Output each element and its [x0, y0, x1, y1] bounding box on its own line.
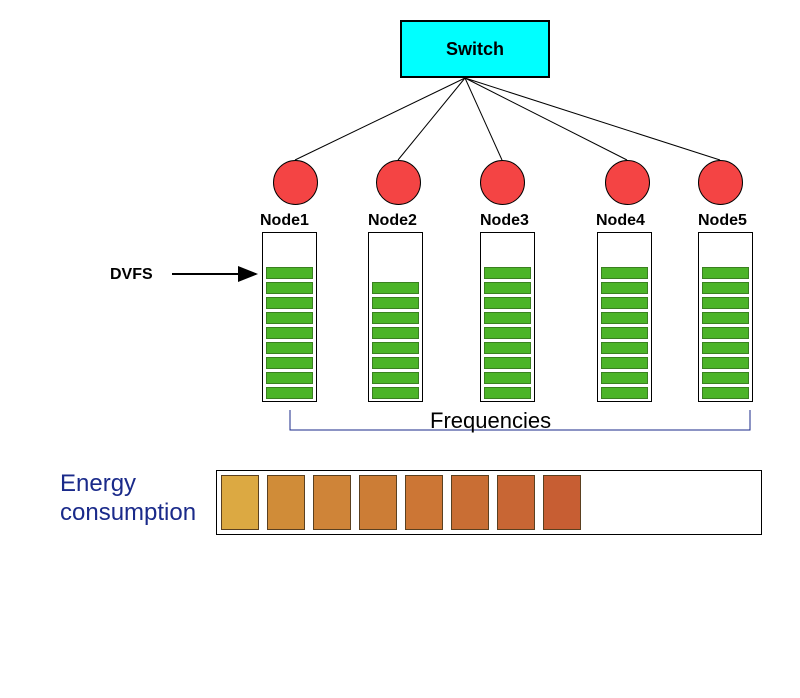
energy-bar	[267, 475, 305, 530]
frequency-stack	[597, 232, 652, 402]
energy-bar	[543, 475, 581, 530]
frequency-bar	[702, 267, 749, 279]
energy-bar	[313, 475, 351, 530]
energy-bar	[451, 475, 489, 530]
energy-bar	[359, 475, 397, 530]
frequency-bar	[601, 357, 648, 369]
frequency-stack	[698, 232, 753, 402]
frequency-stack	[480, 232, 535, 402]
frequency-bar	[484, 282, 531, 294]
frequency-bar	[372, 312, 419, 324]
frequency-bar	[372, 327, 419, 339]
frequency-stack	[262, 232, 317, 402]
frequency-bar	[484, 267, 531, 279]
switch-box: Switch	[400, 20, 550, 78]
frequency-bar	[484, 342, 531, 354]
frequency-bar	[601, 297, 648, 309]
frequency-bar	[702, 297, 749, 309]
frequency-bar	[601, 342, 648, 354]
frequency-bar	[702, 282, 749, 294]
energy-bar	[221, 475, 259, 530]
frequency-bar	[702, 357, 749, 369]
node-label: Node2	[368, 212, 417, 230]
node-circle	[605, 160, 650, 205]
frequency-bar	[702, 387, 749, 399]
node-label: Node3	[480, 212, 529, 230]
energy-consumption-label: Energyconsumption	[60, 470, 196, 528]
node-circle	[698, 160, 743, 205]
frequency-bar	[266, 342, 313, 354]
frequency-bar	[601, 372, 648, 384]
node-label: Node1	[260, 212, 309, 230]
node-circle	[273, 160, 318, 205]
frequency-bar	[372, 342, 419, 354]
node-circle	[376, 160, 421, 205]
frequency-bar	[484, 357, 531, 369]
energy-bar	[405, 475, 443, 530]
frequency-bar	[372, 357, 419, 369]
frequency-bar	[484, 297, 531, 309]
frequency-bar	[372, 372, 419, 384]
frequency-bar	[266, 327, 313, 339]
frequency-bar	[372, 387, 419, 399]
frequency-bar	[266, 282, 313, 294]
frequency-bar	[266, 357, 313, 369]
frequency-bar	[601, 327, 648, 339]
frequency-bar	[372, 282, 419, 294]
node-label: Node5	[698, 212, 747, 230]
frequency-bar	[484, 327, 531, 339]
frequency-bar	[266, 297, 313, 309]
frequency-bar	[702, 372, 749, 384]
frequency-bar	[601, 387, 648, 399]
frequency-bar	[266, 387, 313, 399]
switch-label: Switch	[446, 39, 504, 60]
frequency-bar	[372, 297, 419, 309]
frequency-bar	[484, 387, 531, 399]
frequency-bar	[266, 267, 313, 279]
frequency-stack	[368, 232, 423, 402]
frequency-bar	[601, 267, 648, 279]
frequency-bar	[266, 372, 313, 384]
frequencies-label: Frequencies	[430, 408, 551, 434]
energy-bar	[497, 475, 535, 530]
frequency-bar	[702, 312, 749, 324]
dvfs-label: DVFS	[110, 266, 153, 284]
frequency-bar	[266, 312, 313, 324]
frequency-bar	[484, 372, 531, 384]
energy-bar-container	[216, 470, 762, 535]
frequency-bar	[484, 312, 531, 324]
frequency-bar	[601, 312, 648, 324]
frequency-bar	[702, 327, 749, 339]
node-label: Node4	[596, 212, 645, 230]
node-circle	[480, 160, 525, 205]
frequency-bar	[601, 282, 648, 294]
frequency-bar	[702, 342, 749, 354]
